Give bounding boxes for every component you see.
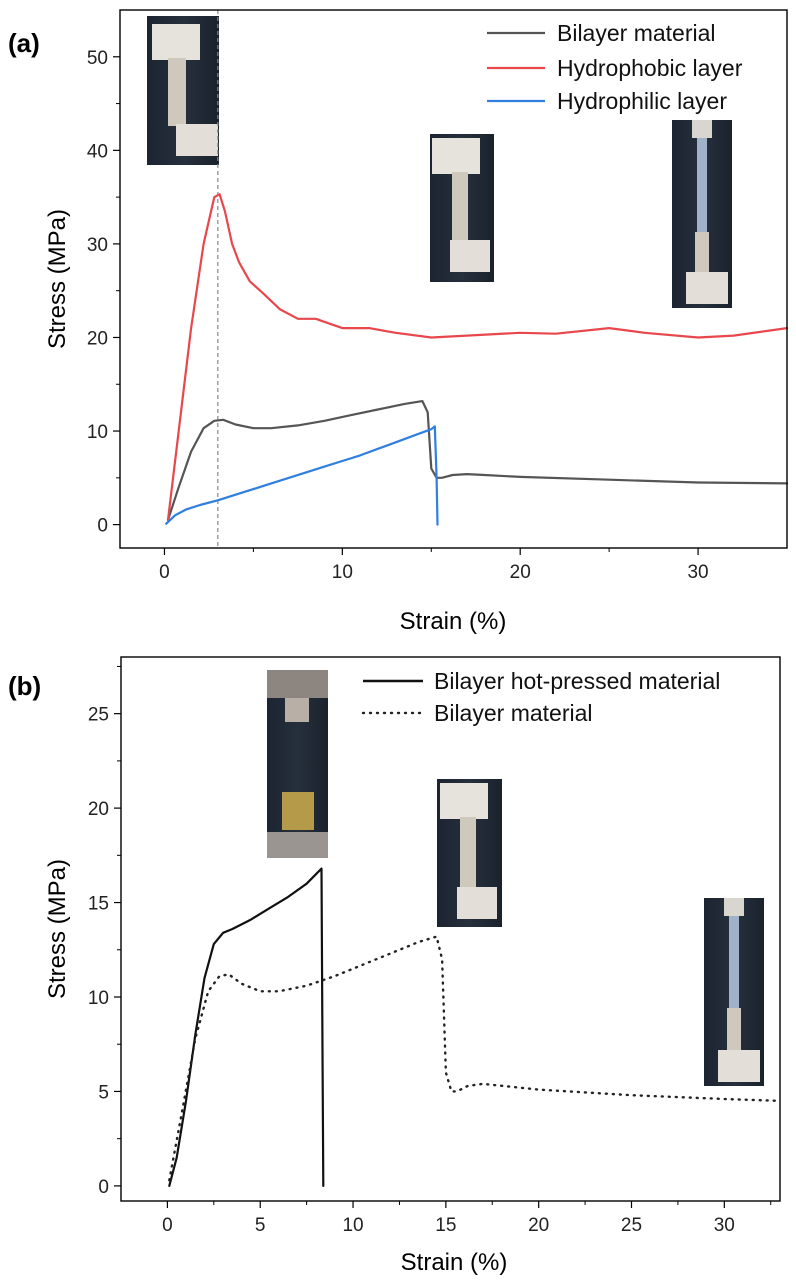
legend-label-hydrophilic: Hydrophilic layer bbox=[557, 88, 727, 114]
y-axis-b: 0 5 10 15 20 25 bbox=[88, 665, 121, 1198]
y-tick-label-a-1: 10 bbox=[87, 422, 108, 443]
plot-a-frame bbox=[119, 9, 788, 549]
y-tick-label-b-0: 0 bbox=[98, 1177, 109, 1198]
legend-b: Bilayer hot-pressed material Bilayer mat… bbox=[361, 668, 720, 726]
x-tick-label-b-4: 20 bbox=[528, 1215, 549, 1236]
y-tick-label-b-3: 15 bbox=[88, 894, 109, 915]
x-axis-title-b: Strain (%) bbox=[401, 1249, 508, 1276]
y-tick-label-b-1: 5 bbox=[98, 1082, 109, 1103]
legend-label-bilayer: Bilayer material bbox=[557, 20, 716, 46]
x-axis-b: 0 5 10 15 20 25 30 bbox=[162, 1201, 772, 1236]
y-tick-label-a-0: 0 bbox=[97, 516, 108, 537]
x-tick-label-a-3: 30 bbox=[687, 562, 708, 583]
y-axis-title-a: Stress (MPa) bbox=[44, 209, 71, 349]
legend-label-bilayer-b: Bilayer material bbox=[434, 700, 593, 726]
x-axis-a: 0 10 20 30 bbox=[159, 548, 709, 583]
specimen-photo-b1 bbox=[267, 670, 328, 858]
x-tick-label-b-1: 5 bbox=[255, 1215, 266, 1236]
specimen-photo-b3 bbox=[704, 898, 764, 1086]
y-tick-label-a-2: 20 bbox=[87, 328, 108, 349]
series-line-a-0 bbox=[166, 400, 789, 522]
plot-b-frame bbox=[120, 656, 781, 1202]
y-axis-a: 0 10 20 30 40 50 bbox=[87, 48, 120, 537]
series-line-b-0 bbox=[168, 867, 325, 1188]
specimen-photo-a2 bbox=[430, 134, 494, 282]
x-tick-label-b-6: 30 bbox=[714, 1215, 735, 1236]
x-tick-label-b-0: 0 bbox=[162, 1215, 173, 1236]
series-line-a-1 bbox=[166, 193, 789, 522]
series-line-a-2 bbox=[165, 425, 439, 526]
x-tick-label-b-2: 10 bbox=[342, 1215, 363, 1236]
plot-a-series bbox=[165, 193, 789, 526]
x-tick-label-b-5: 25 bbox=[621, 1215, 642, 1236]
x-tick-label-a-2: 20 bbox=[510, 562, 531, 583]
plot-b-series bbox=[168, 867, 782, 1188]
legend-label-hot-pressed: Bilayer hot-pressed material bbox=[434, 668, 720, 694]
x-axis-title-a: Strain (%) bbox=[400, 608, 507, 635]
panel-a-label: (a) bbox=[8, 28, 40, 58]
specimen-photo-a3 bbox=[672, 120, 732, 308]
specimen-photo-a1 bbox=[147, 16, 219, 165]
y-axis-title-b: Stress (MPa) bbox=[44, 859, 71, 999]
x-tick-label-b-3: 15 bbox=[435, 1215, 456, 1236]
y-tick-label-a-3: 30 bbox=[87, 235, 108, 256]
panel-b-label: (b) bbox=[8, 671, 41, 701]
y-tick-label-a-5: 50 bbox=[87, 48, 108, 69]
y-tick-label-b-4: 20 bbox=[88, 799, 109, 820]
series-line-b-1 bbox=[168, 935, 782, 1182]
x-tick-label-a-0: 0 bbox=[159, 562, 170, 583]
specimen-photo-b2 bbox=[437, 779, 502, 927]
x-tick-label-a-1: 10 bbox=[332, 562, 353, 583]
panel-b: (b) 0 5 10 15 20 25 30 0 5 10 15 20 25 Strain (%) S… bbox=[8, 656, 782, 1276]
y-tick-label-b-2: 10 bbox=[88, 988, 109, 1009]
y-tick-label-b-5: 25 bbox=[88, 705, 109, 726]
legend-a: Bilayer material Hydrophobic layer Hydro… bbox=[487, 20, 743, 114]
y-tick-label-a-4: 40 bbox=[87, 141, 108, 162]
legend-label-hydrophobic: Hydrophobic layer bbox=[557, 55, 743, 81]
